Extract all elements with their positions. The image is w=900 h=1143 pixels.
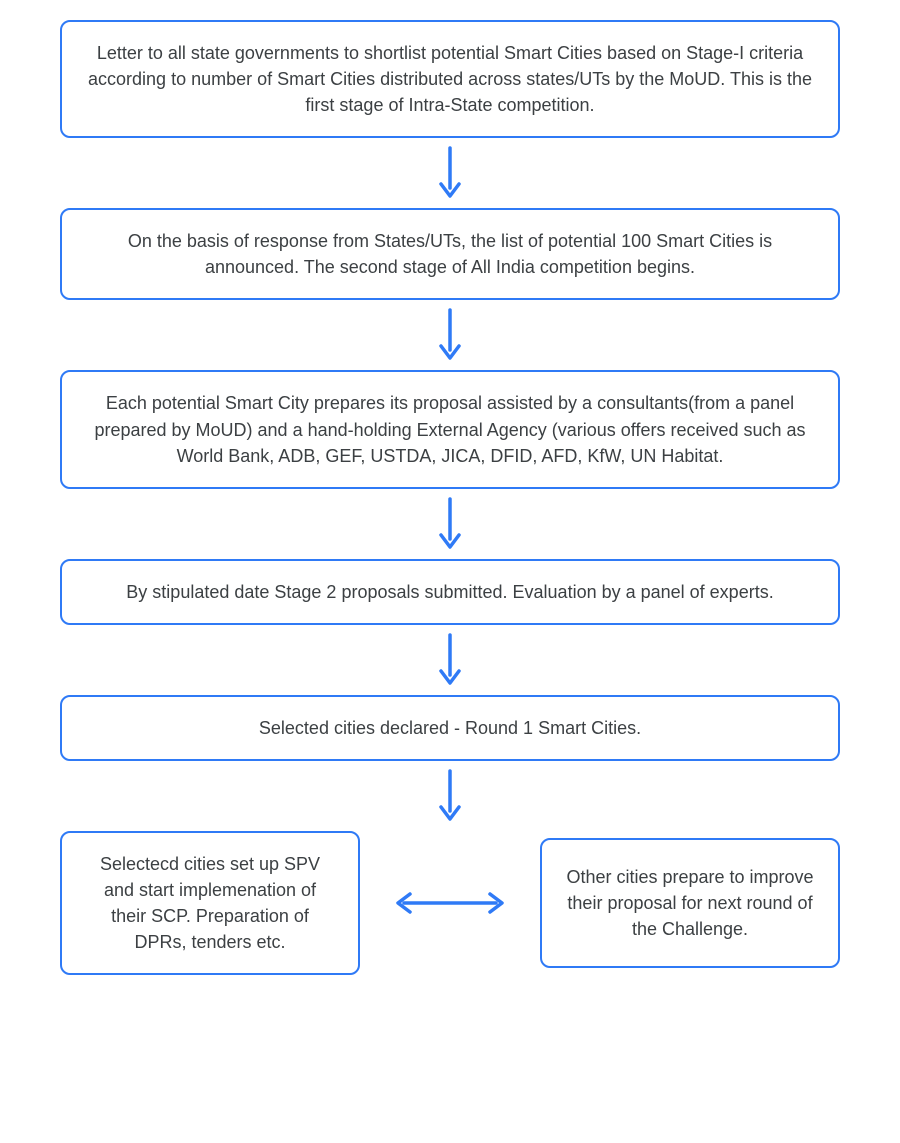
flow-bottom-row: Selectecd cities set up SPV and start im… <box>60 831 840 975</box>
flow-node-3: Each potential Smart City prepares its p… <box>60 370 840 488</box>
arrow-down-3 <box>436 489 464 559</box>
flow-node-4-text: By stipulated date Stage 2 proposals sub… <box>126 579 773 605</box>
flow-node-1-text: Letter to all state governments to short… <box>86 40 814 118</box>
arrow-down-icon <box>436 306 464 364</box>
flow-node-6b: Other cities prepare to improve their pr… <box>540 838 840 968</box>
arrow-down-icon <box>436 495 464 553</box>
flowchart-container: Letter to all state governments to short… <box>0 20 900 975</box>
flow-node-6a-text: Selectecd cities set up SPV and start im… <box>86 851 334 955</box>
double-arrow-icon <box>390 888 510 918</box>
arrow-down-1 <box>436 138 464 208</box>
arrow-down-icon <box>436 144 464 202</box>
arrow-down-5 <box>436 761 464 831</box>
flow-node-6a: Selectecd cities set up SPV and start im… <box>60 831 360 975</box>
flow-node-4: By stipulated date Stage 2 proposals sub… <box>60 559 840 625</box>
arrow-double-horizontal <box>380 888 520 918</box>
arrow-down-2 <box>436 300 464 370</box>
flow-node-6b-text: Other cities prepare to improve their pr… <box>566 864 814 942</box>
flow-node-5: Selected cities declared - Round 1 Smart… <box>60 695 840 761</box>
arrow-down-4 <box>436 625 464 695</box>
flow-node-2: On the basis of response from States/UTs… <box>60 208 840 300</box>
arrow-down-icon <box>436 631 464 689</box>
flow-node-5-text: Selected cities declared - Round 1 Smart… <box>259 715 641 741</box>
arrow-down-icon <box>436 767 464 825</box>
flow-node-1: Letter to all state governments to short… <box>60 20 840 138</box>
flow-node-3-text: Each potential Smart City prepares its p… <box>86 390 814 468</box>
flow-node-2-text: On the basis of response from States/UTs… <box>86 228 814 280</box>
